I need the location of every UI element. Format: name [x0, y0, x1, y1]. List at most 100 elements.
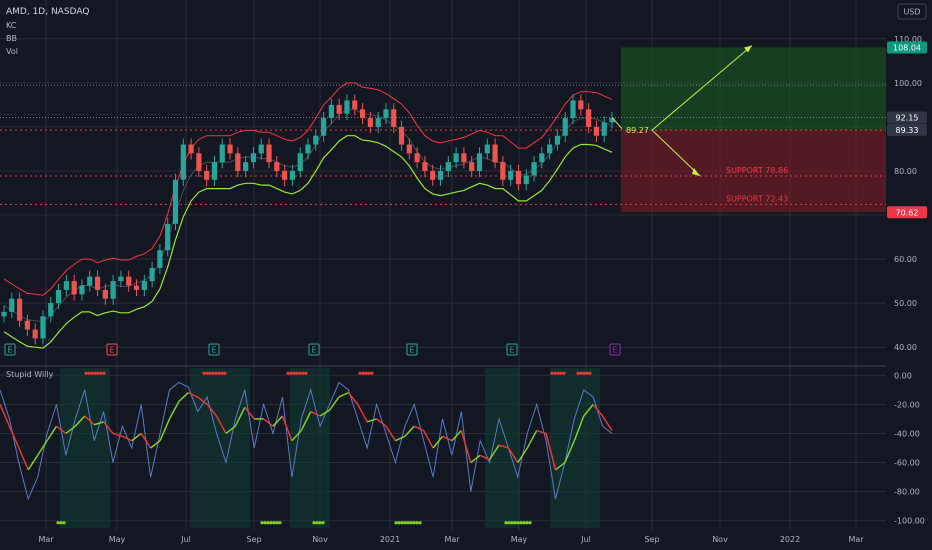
signal-line-segment: [244, 406, 255, 420]
target-arrow: [651, 45, 753, 131]
candle-body: [180, 144, 186, 180]
time-tick-label: Mar: [848, 535, 864, 544]
overbought-dot: [87, 371, 91, 375]
candle-body: [289, 170, 296, 180]
signal-line-segment: [291, 430, 302, 442]
oversold-dot: [528, 521, 532, 525]
candle-body: [554, 135, 561, 145]
signal-line-segment: [56, 425, 67, 435]
price-tag-label: 89.33: [896, 126, 919, 135]
signal-line-segment: [178, 392, 189, 403]
candle-body: [586, 109, 592, 127]
time-tick-label: Mar: [444, 535, 460, 544]
profit-zone: [621, 47, 886, 131]
candle-body: [484, 144, 490, 154]
signal-line-segment: [18, 447, 29, 471]
signal-line-segment: [46, 425, 58, 442]
signal-line-segment: [366, 418, 377, 423]
oversold-dot: [266, 521, 270, 525]
signal-line-segment: [102, 421, 114, 434]
time-tick-label: Sep: [644, 535, 659, 544]
indicator-bb-label[interactable]: BB: [6, 34, 17, 43]
signal-line-segment: [601, 415, 613, 431]
overbought-dot: [298, 371, 302, 375]
time-tick-label: May: [109, 535, 126, 544]
signal-line-segment: [347, 392, 359, 405]
candle-body: [515, 170, 522, 185]
oversold-dot: [318, 521, 322, 525]
overbought-dot: [370, 371, 374, 375]
overbought-dot: [576, 371, 580, 375]
overbought-dot: [208, 371, 212, 375]
candle-body: [547, 144, 553, 154]
candle-body: [476, 153, 483, 171]
price-tag: [887, 123, 927, 136]
overbought-dot: [84, 371, 88, 375]
indicator-kc-label[interactable]: KC: [6, 21, 17, 30]
candle-body: [328, 104, 334, 119]
overbought-dot: [553, 371, 557, 375]
signal-line-segment: [159, 418, 171, 442]
candle-body: [593, 126, 600, 136]
earnings-marker-label: E: [109, 346, 114, 355]
signal-line-segment: [488, 444, 500, 461]
oscillator-shade: [485, 368, 520, 528]
signal-line-segment: [573, 415, 585, 441]
candle-body: [157, 250, 163, 268]
signal-line-segment: [84, 415, 95, 426]
price-tag-label: 108.04: [893, 43, 921, 52]
signal-line-segment: [150, 440, 161, 449]
osc-tick-label: -80.00: [894, 488, 920, 497]
candle-body: [243, 162, 249, 171]
oversold-dot: [278, 521, 282, 525]
overbought-dot: [304, 371, 308, 375]
earnings-marker-label: E: [612, 346, 617, 355]
signal-line-segment: [197, 396, 208, 405]
oversold-dot: [403, 521, 407, 525]
earnings-marker: [506, 343, 518, 356]
candle-body: [79, 285, 85, 295]
signal-line-segment: [498, 444, 509, 449]
candle-body: [398, 126, 405, 145]
time-tick-label: 2021: [380, 535, 400, 544]
overbought-dot: [588, 371, 592, 375]
signal-line-segment: [328, 396, 340, 411]
signal-line-segment: [479, 454, 490, 461]
candle-body: [250, 153, 257, 163]
signal-line-segment: [215, 415, 227, 434]
candle-body: [274, 162, 280, 171]
signal-line-segment: [385, 425, 397, 442]
candle-body: [266, 144, 272, 163]
signal-line-segment: [507, 447, 519, 463]
candle-body: [344, 100, 350, 114]
overbought-dot: [364, 371, 368, 375]
price-tick-label: 110.00: [894, 35, 922, 44]
overbought-dot: [202, 371, 206, 375]
candle-body: [9, 298, 15, 312]
overbought-dot: [301, 371, 305, 375]
time-tick-label: Sep: [246, 535, 261, 544]
oversold-dot: [263, 521, 267, 525]
earnings-marker: [4, 343, 16, 356]
signal-line-segment: [122, 435, 133, 442]
candle-body: [601, 122, 607, 136]
earnings-marker: [406, 343, 418, 356]
overbought-dot: [93, 371, 97, 375]
oversold-dot: [415, 521, 419, 525]
price-tag: [887, 111, 927, 124]
candle-body: [32, 329, 38, 339]
signal-line-segment: [131, 432, 142, 442]
overbought-dot: [367, 371, 371, 375]
signal-line-segment: [404, 425, 415, 437]
currency-button[interactable]: USD: [897, 3, 927, 20]
price-tick-label: 80.00: [894, 167, 917, 176]
overbought-dot: [582, 371, 586, 375]
earnings-marker: [308, 343, 320, 356]
candle-body: [219, 144, 225, 163]
indicator-vol-label[interactable]: Vol: [6, 47, 18, 56]
time-tick-label: Nov: [712, 535, 728, 544]
overbought-dot: [559, 371, 563, 375]
earnings-marker: [208, 343, 220, 356]
oversold-dot: [406, 521, 410, 525]
